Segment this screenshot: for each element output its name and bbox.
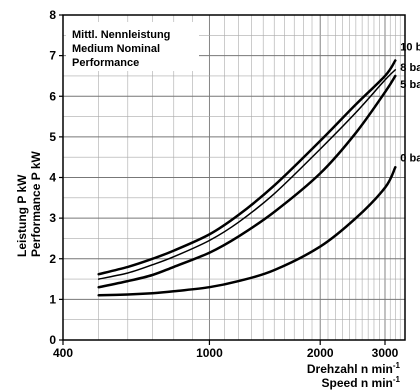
x-tick-label: 3000 <box>372 346 399 360</box>
series-labels: 10 bar 8 bar 5 bar 0 bar <box>400 42 420 165</box>
annotation-line-1: Mittl. Nennleistung <box>72 29 170 41</box>
x-axis-ticks: 400 1000 2000 3000 <box>53 340 399 360</box>
series-line-8-bar <box>97 69 397 280</box>
series-line-10-bar <box>97 59 397 276</box>
y-tick-label: 2 <box>49 252 56 266</box>
y-tick-label: 7 <box>49 49 56 63</box>
x-tick-label: 400 <box>53 346 73 360</box>
y-tick-label: 1 <box>49 292 56 306</box>
series-label-5-bar: 5 bar <box>400 79 420 91</box>
series-label-8-bar: 8 bar <box>400 62 420 74</box>
x-axis-label-en: Speed n min-1 <box>322 375 401 390</box>
y-axis-label-de: Leistung P kW <box>15 174 29 257</box>
x-tick-label: 1000 <box>196 346 223 360</box>
grid <box>63 15 406 340</box>
y-tick-label: 8 <box>49 8 56 22</box>
y-axis-ticks: 0 1 2 3 4 5 6 7 8 <box>49 8 63 347</box>
x-tick-label: 2000 <box>307 346 334 360</box>
y-tick-label: 3 <box>49 211 56 225</box>
y-tick-label: 4 <box>49 171 56 185</box>
series-line-5-bar <box>97 74 397 289</box>
annotation-box: Mittl. Nennleistung Medium Nominal Perfo… <box>66 22 199 71</box>
y-tick-label: 5 <box>49 130 56 144</box>
annotation-line-2: Medium Nominal <box>72 43 160 55</box>
series-label-10-bar: 10 bar <box>400 42 420 54</box>
annotation-line-3: Performance <box>72 57 139 69</box>
series-line-0-bar <box>97 166 397 297</box>
series-label-0-bar: 0 bar <box>400 152 420 164</box>
y-tick-label: 0 <box>49 333 56 347</box>
y-axis-label-en: Performance P kW <box>29 151 43 257</box>
series-group <box>97 59 397 297</box>
y-tick-label: 6 <box>49 89 56 103</box>
x-axis-label-de: Drehzahl n min-1 <box>307 361 401 376</box>
